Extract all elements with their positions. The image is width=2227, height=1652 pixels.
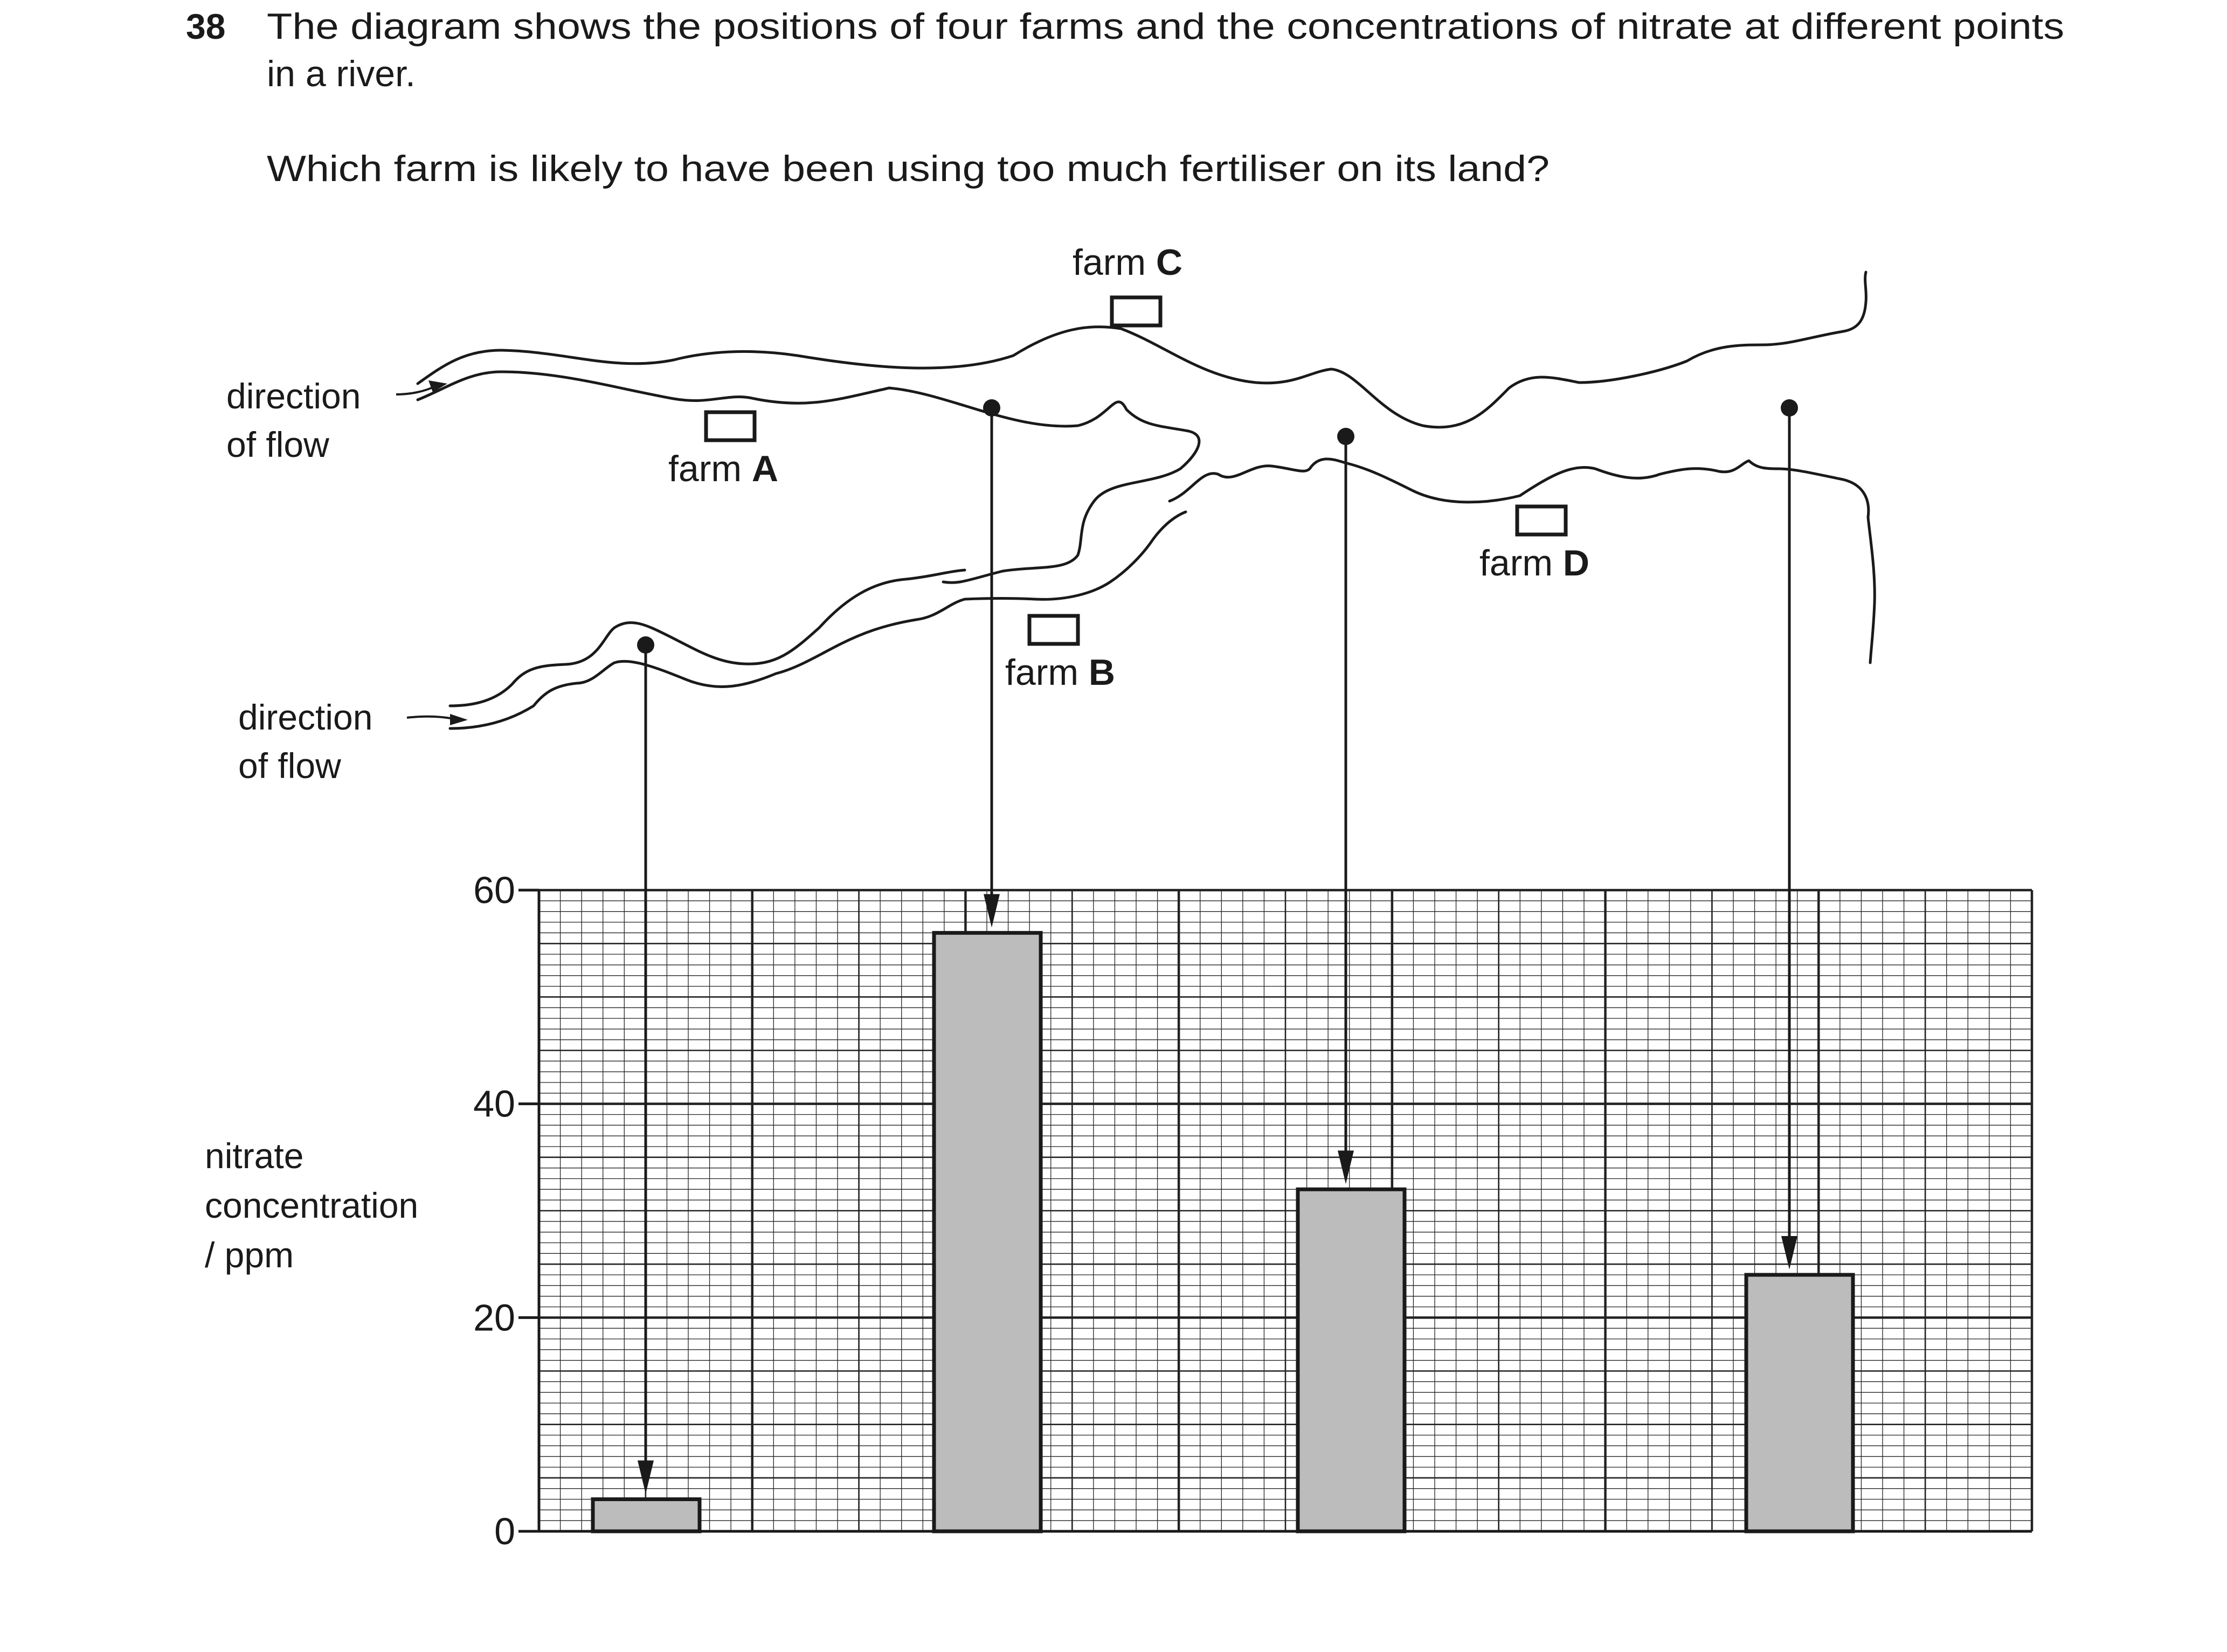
river-main-bottom-bank (416, 370, 1201, 584)
farm-c-marker (1110, 295, 1163, 328)
river-map (416, 270, 1876, 730)
sample-point-4 (1781, 399, 1798, 417)
flow-label-upper-line-1: direction (226, 376, 361, 416)
y-tick-label: 20 (473, 1296, 515, 1338)
farm-a: farm A (668, 410, 778, 489)
flow-label-upper-line-2: of flow (226, 425, 329, 464)
flow-arrowhead-upper (428, 380, 447, 392)
y-axis-label-line-1: nitrate (205, 1136, 303, 1176)
river-east-bank (1168, 457, 1876, 664)
flow-label-lower-line-2: of flow (238, 746, 341, 786)
farm-d: farm D (1479, 504, 1589, 584)
question-line-1: The diagram shows the positions of four … (267, 6, 2064, 47)
chart-bars (591, 931, 1855, 1533)
sample-arrowhead-1 (638, 1460, 654, 1494)
farm-d-marker (1515, 504, 1568, 537)
nitrate-chart: 0 20 40 60 nitrate concentration / ppm (205, 399, 2034, 1552)
bar-site-2 (932, 931, 1043, 1533)
farm-c-label: farm C (1073, 242, 1182, 283)
sample-arrowhead-3 (1338, 1150, 1354, 1184)
y-tick-label: 60 (473, 869, 515, 911)
sample-point-2 (983, 399, 1000, 417)
farm-b: farm B (1005, 614, 1115, 693)
bar-site-4 (1744, 1273, 1855, 1533)
river-tributary-top-bank (448, 568, 966, 707)
flow-label-upper: direction of flow (226, 376, 447, 464)
question-prompt: Which farm is likely to have been using … (267, 148, 1550, 189)
farm-a-label: farm A (668, 448, 778, 489)
flow-arrowhead-lower (450, 714, 468, 725)
sample-point-1 (637, 636, 654, 654)
flow-label-lower-line-1: direction (238, 697, 372, 737)
sample-point-3 (1337, 428, 1354, 445)
y-axis-label-line-2: concentration (205, 1185, 418, 1225)
question-line-2: in a river. (267, 53, 416, 94)
y-tick-label: 40 (473, 1083, 515, 1125)
farm-a-marker (704, 410, 757, 442)
farm-d-label: farm D (1479, 543, 1589, 584)
sample-points (637, 399, 1798, 1494)
flow-arrow-lower (406, 715, 454, 720)
y-axis-label-line-3: / ppm (205, 1235, 294, 1275)
bar-site-3 (1296, 1187, 1407, 1533)
farm-b-label: farm B (1005, 652, 1115, 693)
bar-site-1 (591, 1497, 702, 1533)
chart-y-axis: 0 20 40 60 (473, 869, 2032, 1552)
y-tick-label: 0 (494, 1510, 515, 1552)
farm-c: farm C (1073, 242, 1182, 328)
river-main-top-bank (416, 270, 1868, 429)
river-tributary-bottom-bank (448, 510, 1187, 730)
flow-label-lower: direction of flow (238, 697, 468, 786)
sample-arrowhead-2 (984, 894, 1000, 928)
question-number: 38 (186, 6, 225, 46)
farm-b-marker (1027, 614, 1080, 646)
sample-arrowhead-4 (1781, 1236, 1797, 1269)
flow-arrow-upper (396, 386, 434, 395)
